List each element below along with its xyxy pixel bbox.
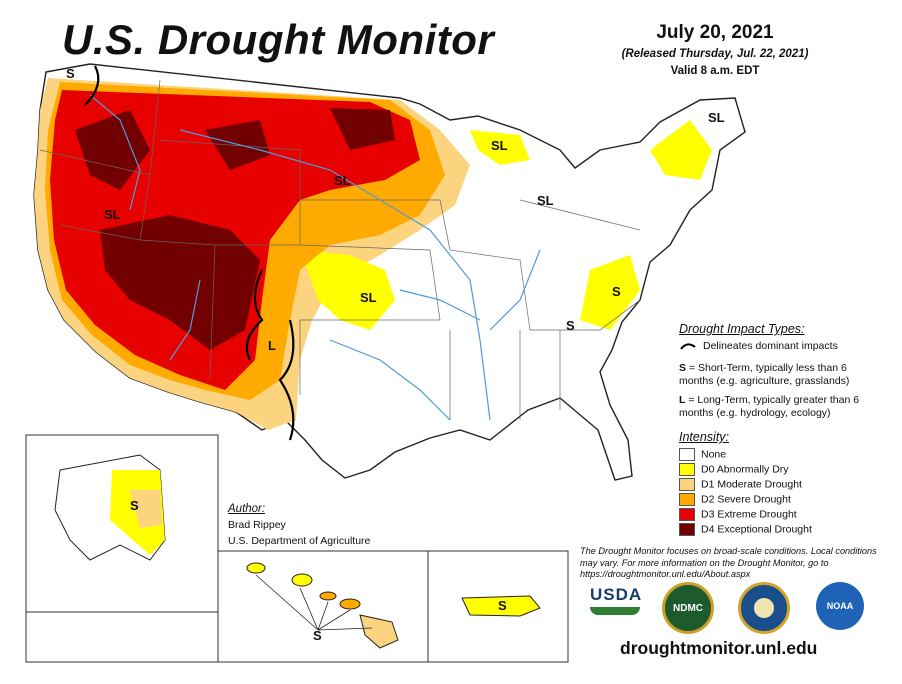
noaa-logo-text: NOAA: [826, 601, 854, 611]
drought-area-d4-sw: [100, 215, 260, 350]
legend-item-d1: D1 Moderate Drought: [679, 478, 802, 492]
puerto-rico-land: [461, 595, 541, 617]
legend-swatch: [679, 448, 695, 461]
impact-long-term: L = Long-Term, typically greater than 6 …: [679, 394, 879, 420]
drought-area-d4-mt: [205, 120, 270, 170]
long-term-text: = Long-Term, typically greater than 6 mo…: [679, 394, 860, 419]
drought-area-d0-ne: [650, 120, 712, 180]
usda-logo-swoosh: [590, 607, 640, 615]
usda-logo: USDA: [590, 585, 643, 627]
legend-item-d3: D3 Extreme Drought: [679, 508, 797, 522]
short-term-key: S: [679, 362, 687, 374]
legend-item-none: None: [679, 448, 726, 462]
legend-label: D3 Extreme Drought: [701, 508, 797, 521]
noaa-logo: NOAA: [816, 582, 864, 630]
author-heading: Author:: [228, 503, 266, 515]
legend-item-d0: D0 Abnormally Dry: [679, 463, 789, 477]
valid-time: Valid 8 a.m. EDT: [670, 65, 760, 77]
legend-swatch: [679, 508, 695, 521]
label-s-hawaii: S: [313, 628, 322, 643]
label-s-virginia: S: [612, 284, 621, 299]
legend-swatch: [679, 478, 695, 491]
intensity-heading: Intensity:: [679, 430, 730, 444]
legend-swatch: [679, 493, 695, 506]
drought-area-d4-nd: [330, 108, 395, 150]
map-title: U.S. Drought Monitor: [62, 16, 495, 63]
release-date: (Released Thursday, Jul. 22, 2021): [621, 48, 809, 60]
impact-delineation-lines: [84, 65, 295, 441]
legend-label: D2 Severe Drought: [701, 493, 791, 506]
rivers: [89, 94, 541, 421]
legend-item-d2: D2 Severe Drought: [679, 493, 791, 507]
long-term-key: L: [679, 394, 686, 406]
alaska-d1: [130, 490, 162, 528]
hawaii-islands: [246, 562, 399, 649]
impact-short-term: S = Short-Term, typically less than 6 mo…: [679, 362, 879, 388]
usda-logo-text: USDA: [590, 585, 643, 604]
label-sl-maine: SL: [708, 110, 725, 125]
label-l-new-mexico: L: [268, 338, 276, 353]
author-name: Brad Rippey: [228, 519, 286, 531]
website-url[interactable]: droughtmonitor.unl.edu: [620, 638, 818, 658]
legend-label: D1 Moderate Drought: [701, 478, 802, 491]
legend-label: D0 Abnormally Dry: [701, 463, 789, 476]
ndmc-logo: NDMC: [662, 582, 714, 634]
drought-area-d0-plains: [300, 250, 395, 330]
legend-swatch: [679, 463, 695, 476]
drought-area-d0-va: [580, 255, 640, 330]
map-date: July 20, 2021: [656, 22, 774, 43]
delineation-text: Delineates dominant impacts: [703, 340, 838, 352]
disclaimer-note: The Drought Monitor focuses on broad-sca…: [580, 546, 877, 579]
impact-types-heading: Drought Impact Types:: [679, 322, 805, 336]
aleutian-inset-frame: [25, 611, 219, 663]
label-sl-utah: SL: [104, 207, 121, 222]
delineation-line-icon: [680, 343, 696, 350]
legend-label: None: [701, 448, 727, 461]
label-sl-north-dakota: SL: [334, 173, 351, 188]
usdc-seal-logo: [738, 582, 790, 634]
label-sl-michigan: SL: [537, 193, 554, 208]
drought-area-d0-glakes: [470, 130, 530, 165]
label-sl-kansas: SL: [360, 290, 377, 305]
label-s-puerto-rico: S: [498, 598, 507, 613]
date-block: July 20, 2021 (Released Thursday, Jul. 2…: [610, 22, 820, 77]
label-sl-wisconsin: SL: [491, 138, 508, 153]
legend-swatch: [679, 523, 695, 536]
seal-center: [754, 598, 774, 618]
label-s-tennessee: S: [566, 318, 575, 333]
drought-area-d4-west: [75, 110, 150, 190]
legend-item-d4: D4 Exceptional Drought: [679, 523, 812, 537]
ndmc-logo-text: NDMC: [673, 602, 703, 614]
label-s-northwest: S: [66, 66, 75, 81]
state-boundaries: [39, 79, 641, 420]
short-term-text: = Short-Term, typically less than 6 mont…: [679, 362, 850, 387]
legend-label: D4 Exceptional Drought: [701, 523, 812, 536]
author-org: U.S. Department of Agriculture: [228, 535, 371, 547]
label-s-alaska: S: [130, 498, 139, 513]
impact-delineation-legend: Delineates dominant impacts: [679, 340, 838, 353]
